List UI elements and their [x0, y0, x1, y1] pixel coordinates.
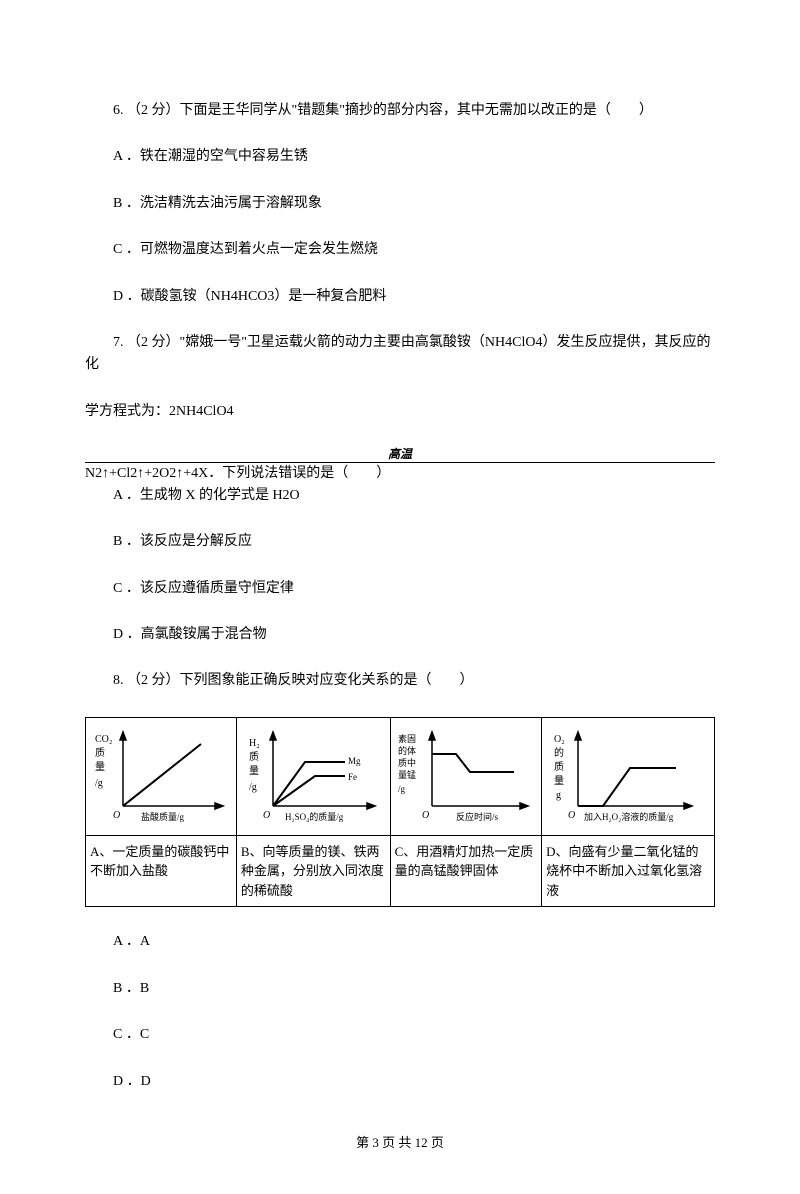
- gb-mg: Mg: [348, 756, 361, 766]
- graph-c-svg: 素固 的体 质中 量锰 /g O 反应时间/s: [396, 724, 536, 829]
- graph-cell-c: 素固 的体 质中 量锰 /g O 反应时间/s: [390, 717, 541, 835]
- q6-option-c: C ．可燃物温度达到着火点一定会发生燃烧: [85, 239, 715, 261]
- condition-top: 高温: [85, 447, 715, 462]
- gb-y2: 质: [249, 751, 259, 763]
- q8-option-c: C ．C: [85, 1024, 715, 1046]
- q7-option-a: A ．生成物 X 的化学式是 H2O: [85, 485, 715, 507]
- gd-yu: g: [556, 790, 561, 801]
- gc-y2: 的体: [398, 745, 416, 756]
- table-row-desc: A、一定质量的碳酸钙中不断加入盐酸 B、向等质量的镁、铁两种金属，分别放入同浓度…: [86, 835, 715, 907]
- gd-y2: 的: [554, 746, 564, 759]
- q6-option-d: D ．碳酸氢铵（NH4HCO3）是一种复合肥料: [85, 286, 715, 308]
- gd-x: 加入H₂O₂溶液的质量/g: [584, 811, 674, 822]
- desc-a: A、一定质量的碳酸钙中不断加入盐酸: [86, 835, 237, 907]
- graph-d-svg: O₂ 的 质 量 g O 加入H₂O₂溶液的质量/g: [548, 724, 708, 829]
- q6-option-a: A ．铁在潮湿的空气中容易生锈: [85, 146, 715, 168]
- gd-o: O: [568, 810, 575, 821]
- desc-d: D、向盛有少量二氧化锰的烧杯中不断加入过氧化氢溶液: [542, 835, 715, 907]
- gc-o: O: [422, 810, 429, 821]
- graph-cell-b: H₂ 质 量 /g Mg Fe O H₂SO₄的质量/g: [236, 717, 390, 835]
- ga-yu: /g: [95, 778, 103, 789]
- q7-option-b: B ．该反应是分解反应: [85, 531, 715, 553]
- graph-b-svg: H₂ 质 量 /g Mg Fe O H₂SO₄的质量/g: [243, 724, 383, 829]
- page-footer: 第 3 页 共 12 页: [85, 1133, 715, 1154]
- gb-x: H₂SO₄的质量/g: [285, 811, 344, 822]
- ga-y2: 质: [95, 747, 105, 759]
- gc-yu: /g: [398, 784, 406, 794]
- graph-cell-a: CO₂ 质 量 /g O 盐酸质量/g: [86, 717, 237, 835]
- q6-stem: 6. （2 分）下面是王华同学从"错题集"摘抄的部分内容，其中无需加以改正的是（…: [85, 100, 715, 122]
- gb-yu: /g: [249, 782, 257, 793]
- ga-y1: CO₂: [95, 734, 112, 745]
- q8-stem: 8. （2 分）下列图象能正确反映对应变化关系的是（ ）: [85, 670, 715, 692]
- graph-cell-d: O₂ 的 质 量 g O 加入H₂O₂溶液的质量/g: [542, 717, 715, 835]
- gd-y4: 量: [554, 775, 564, 787]
- q7-stem-2a: 学方程式为：2NH4ClO4: [85, 404, 237, 419]
- gc-y1: 素固: [398, 733, 416, 744]
- q7-option-d: D ．高氯酸铵属于混合物: [85, 624, 715, 646]
- q8-option-d: D ．D: [85, 1071, 715, 1093]
- gb-fe: Fe: [348, 772, 357, 782]
- gc-y4: 量锰: [398, 769, 416, 780]
- graph-a-svg: CO₂ 质 量 /g O 盐酸质量/g: [91, 724, 231, 829]
- desc-c: C、用酒精灯加热一定质量的高锰酸钾固体: [390, 835, 541, 907]
- gb-y3: 量: [249, 765, 259, 777]
- gc-y3: 质中: [398, 757, 416, 768]
- q8-table: CO₂ 质 量 /g O 盐酸质量/g H₂ 质 量: [85, 717, 715, 908]
- q8-option-a: A ．A: [85, 931, 715, 953]
- desc-b: B、向等质量的镁、铁两种金属，分别放入同浓度的稀硫酸: [236, 835, 390, 907]
- q7-stem-2b: N2↑+Cl2↑+2O2↑+4X．下列说法错误的是（ ）: [85, 466, 390, 481]
- ga-x: 盐酸质量/g: [141, 811, 185, 822]
- q6-option-b: B ．洗洁精洗去油污属于溶解现象: [85, 193, 715, 215]
- gc-x: 反应时间/s: [456, 811, 499, 822]
- gd-y3: 质: [554, 761, 564, 773]
- gb-o: O: [263, 810, 270, 821]
- ga-o: O: [113, 810, 120, 821]
- gb-y1: H₂: [249, 738, 260, 749]
- ga-y3: 量: [95, 761, 105, 773]
- q7-option-c: C ．该反应遵循质量守恒定律: [85, 578, 715, 600]
- table-row-graphs: CO₂ 质 量 /g O 盐酸质量/g H₂ 质 量: [86, 717, 715, 835]
- q7-stem-line1: 7. （2 分）"嫦娥一号"卫星运载火箭的动力主要由高氯酸铵（NH4ClO4）发…: [85, 332, 715, 377]
- gd-y1: O₂: [554, 734, 565, 745]
- q7-stem-line2: 学方程式为：2NH4ClO4: [85, 401, 715, 423]
- q8-option-b: B ．B: [85, 978, 715, 1000]
